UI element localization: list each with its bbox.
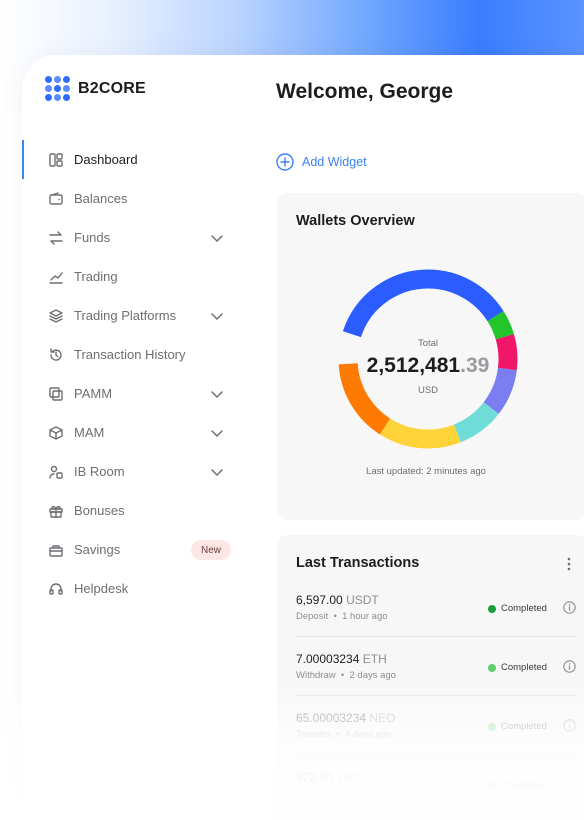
row-divider — [296, 636, 576, 637]
add-widget-button[interactable]: Add Widget — [276, 153, 367, 171]
donut-segment-3[interactable] — [338, 269, 518, 449]
donut-total-amount: 2,512,481.39 — [335, 354, 521, 378]
sidebar-item-dashboard[interactable]: Dashboard — [22, 140, 252, 179]
brand-mark-icon — [45, 76, 70, 101]
sidebar-item-label: Helpdesk — [74, 581, 129, 596]
transaction-type: Withdraw — [296, 670, 336, 681]
transaction-meta: Withdraw • 2 days ago — [296, 670, 396, 681]
plus-circle-icon — [276, 153, 294, 171]
sidebar-item-label: Funds — [74, 230, 111, 245]
amount-value: 7.00003234 — [296, 652, 360, 666]
more-options-icon[interactable] — [563, 556, 575, 572]
transaction-meta: Deposit • 1 hour ago — [296, 611, 388, 622]
new-badge: New — [191, 540, 232, 560]
sidebar-item-label: Transaction History — [74, 347, 186, 362]
layers-icon — [48, 308, 64, 324]
chevron-down-icon[interactable] — [210, 465, 224, 479]
transaction-type: Deposit — [296, 611, 329, 622]
chevron-down-icon[interactable] — [210, 309, 224, 323]
info-icon[interactable] — [563, 660, 576, 673]
amount-main: 2,512,481 — [366, 354, 461, 377]
sidebar-item-trading-platforms[interactable]: Trading Platforms — [22, 296, 252, 335]
sidebar-item-label: Dashboard — [74, 152, 138, 167]
last-transactions-title: Last Transactions — [296, 555, 420, 571]
sidebar-item-label: Trading — [74, 269, 118, 284]
transaction-row[interactable]: 6,597.00 USDT Deposit • 1 hour ago Complet… — [296, 593, 576, 651]
chevron-down-icon[interactable] — [210, 387, 224, 401]
pamm-icon — [48, 386, 64, 402]
cube-icon — [48, 425, 64, 441]
donut-total-label: Total — [417, 338, 439, 349]
sidebar-item-balances[interactable]: Balances — [22, 179, 252, 218]
ib-room-icon — [48, 464, 64, 480]
sidebar-item-label: Bonuses — [74, 503, 125, 518]
donut-segment-1[interactable] — [338, 269, 518, 449]
sidebar-item-bonuses[interactable]: Bonuses — [22, 491, 252, 530]
donut-currency: USD — [417, 385, 439, 396]
sidebar-item-label: Trading Platforms — [74, 308, 177, 323]
trend-line-icon — [48, 269, 64, 285]
sidebar-item-funds[interactable]: Funds — [22, 218, 252, 257]
brand-name: B2CORE — [78, 79, 146, 97]
amount-decimal: .39 — [460, 354, 490, 377]
add-widget-label: Add Widget — [302, 155, 367, 169]
sidebar-item-transaction-history[interactable]: Transaction History — [22, 335, 252, 374]
wallet-icon — [48, 191, 64, 207]
last-updated-text: Last updated: 2 minutes ago — [366, 466, 486, 477]
status-label: Completed — [501, 662, 547, 673]
status-badge: Completed — [488, 662, 547, 673]
amount-currency: ETH — [362, 652, 387, 666]
chevron-down-icon[interactable] — [210, 231, 224, 245]
wallets-donut-chart[interactable] — [335, 266, 521, 452]
sidebar-item-mam[interactable]: MAM — [22, 413, 252, 452]
status-dot — [488, 604, 496, 613]
sidebar-item-ib-room[interactable]: IB Room — [22, 452, 252, 491]
page-title: Welcome, George — [276, 80, 454, 103]
transfer-arrows-icon — [48, 230, 64, 246]
savings-icon — [48, 542, 64, 558]
wallets-overview-title: Wallets Overview — [296, 213, 415, 229]
sidebar-item-helpdesk[interactable]: Helpdesk — [22, 569, 252, 608]
headset-icon — [48, 581, 64, 597]
sidebar-item-pamm[interactable]: PAMM — [22, 374, 252, 413]
history-icon — [48, 347, 64, 363]
sidebar-item-trading[interactable]: Trading — [22, 257, 252, 296]
transaction-time: 2 days ago — [349, 670, 396, 681]
amount-value: 6,597.00 — [296, 593, 343, 607]
status-label: Completed — [501, 603, 547, 614]
donut-segment-6[interactable] — [338, 269, 518, 449]
transaction-amount: 6,597.00 USDT — [296, 593, 379, 607]
transaction-time: 1 hour ago — [342, 611, 388, 622]
sidebar-item-label: IB Room — [74, 464, 125, 479]
amount-currency: USDT — [346, 593, 379, 607]
status-badge: Completed — [488, 603, 547, 614]
brand-logo[interactable]: B2CORE — [45, 76, 146, 101]
bottom-fade-overlay — [0, 680, 584, 820]
wallets-overview-widget: Wallets Overview — [277, 193, 584, 520]
dashboard-icon — [48, 152, 64, 168]
sidebar-nav: Dashboard Balances Funds Trading Trading Pla… — [22, 140, 252, 608]
sidebar-item-label: Savings — [74, 542, 121, 557]
sidebar-item-label: Balances — [74, 191, 128, 206]
gift-icon — [48, 503, 64, 519]
sidebar-item-label: PAMM — [74, 386, 113, 401]
info-icon[interactable] — [563, 601, 576, 614]
chevron-down-icon[interactable] — [210, 426, 224, 440]
status-dot — [488, 663, 496, 672]
sidebar-item-savings[interactable]: Savings New — [22, 530, 252, 569]
transaction-amount: 7.00003234 ETH — [296, 652, 387, 666]
sidebar-item-label: MAM — [74, 425, 105, 440]
